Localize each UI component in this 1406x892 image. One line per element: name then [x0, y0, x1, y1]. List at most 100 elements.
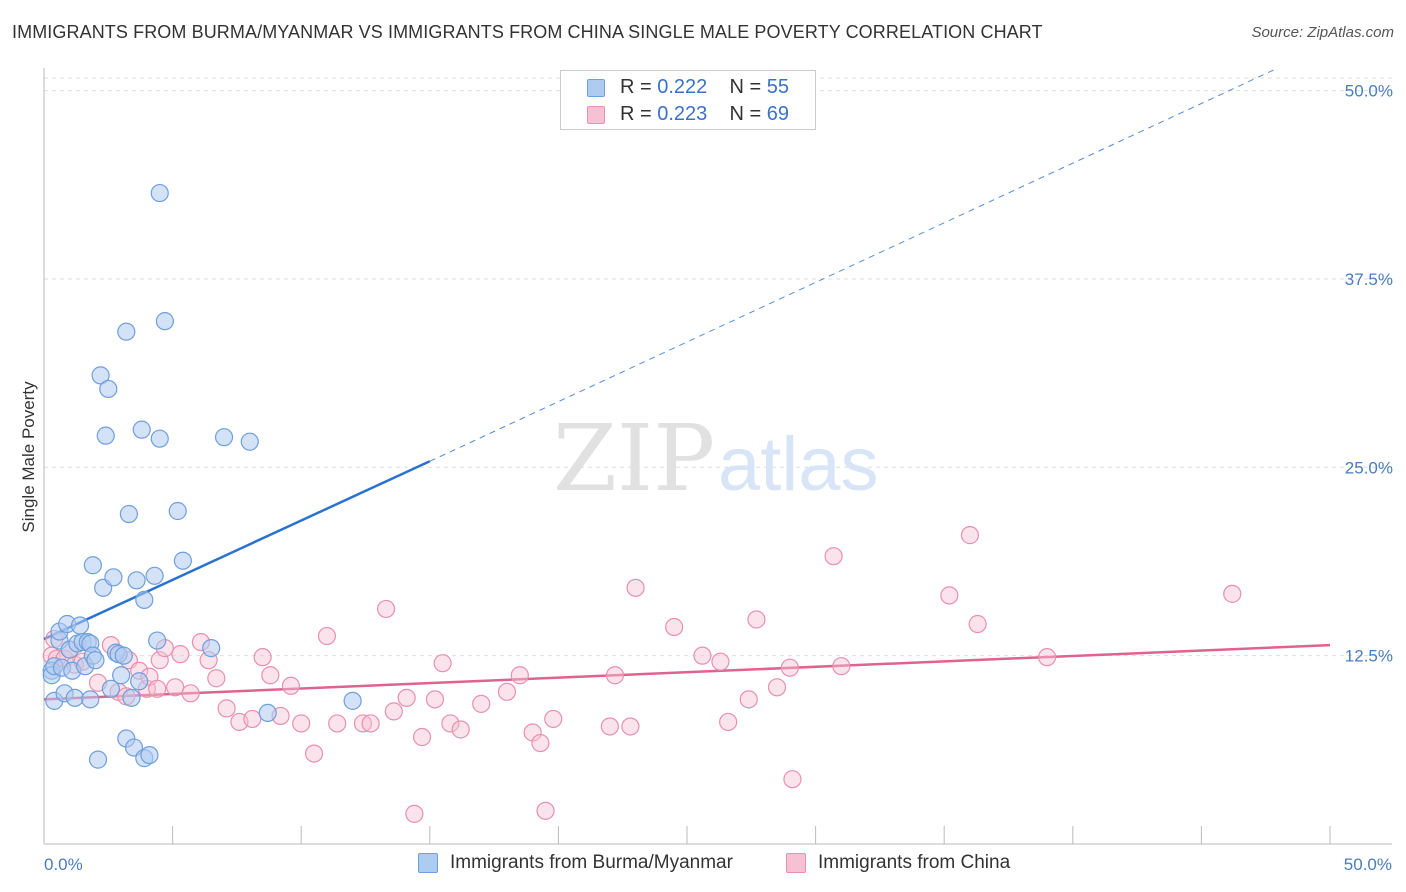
burma-point — [240, 432, 259, 451]
y-tick-labels: 12.5% 25.0% 37.5% 50.0% — [1345, 82, 1393, 666]
burma-points — [42, 183, 362, 769]
china-point — [441, 714, 460, 733]
legend-n-value: 55 — [766, 76, 790, 98]
china-point — [940, 586, 959, 605]
china-point — [621, 717, 640, 736]
china-point — [304, 744, 324, 763]
china-point — [968, 614, 987, 634]
burma-trend-line — [43, 460, 431, 641]
legend-r-value: 0.223 — [657, 103, 708, 125]
china-point — [253, 648, 272, 667]
burma-point — [114, 646, 133, 665]
bottom-legend-label-burma: Immigrants from Burma/Myanmar — [450, 852, 733, 873]
burma-point — [130, 672, 149, 691]
china-point — [1223, 584, 1242, 603]
burma-point — [150, 183, 169, 203]
china-point — [739, 690, 758, 709]
china-point — [425, 690, 445, 709]
china-point — [780, 658, 799, 677]
china-point — [747, 610, 766, 629]
burma-point — [122, 688, 141, 707]
burma-point — [214, 428, 234, 447]
china-point — [317, 626, 337, 646]
x-tick-label-max: 50.0% — [1344, 855, 1392, 874]
legend-swatch-blue — [587, 79, 605, 97]
burma-point — [81, 690, 100, 709]
china-point — [451, 720, 470, 739]
legend-n-label: N = — [729, 76, 762, 98]
burma-point — [173, 551, 192, 570]
bottom-legend-label-china: Immigrants from China — [818, 852, 1011, 873]
legend-r-label: R = — [620, 103, 652, 125]
legend-n-label: N = — [729, 103, 762, 125]
china-point — [353, 714, 373, 733]
china-point — [824, 547, 843, 566]
burma-point — [96, 426, 115, 445]
burma-point — [135, 590, 154, 609]
legend-r-value: 0.222 — [657, 76, 708, 98]
bottom-legend-swatch-pink — [786, 853, 806, 873]
burma-point — [70, 616, 90, 635]
gridlines — [44, 77, 1392, 657]
china-point — [693, 646, 712, 665]
burma-point — [132, 420, 151, 439]
china-point — [472, 694, 491, 713]
y-tick-label: 37.5% — [1345, 270, 1393, 289]
china-point — [536, 801, 555, 820]
burma-point — [155, 312, 174, 331]
burma-point — [91, 366, 110, 385]
burma-point — [104, 568, 123, 587]
trend-lines — [43, 67, 1331, 701]
burma-point — [65, 688, 84, 707]
china-point — [960, 526, 980, 545]
legend-swatch-pink — [587, 106, 605, 124]
burma-point — [168, 501, 187, 521]
china-point — [711, 652, 730, 671]
legend-n-value: 69 — [766, 103, 790, 125]
china-point — [531, 733, 550, 753]
bottom-legend-swatch-blue — [418, 853, 438, 873]
china-point — [832, 657, 851, 676]
china-point — [328, 714, 347, 733]
china-point — [217, 699, 236, 718]
china-point — [1037, 648, 1057, 667]
burma-point — [86, 651, 105, 670]
china-point — [148, 679, 167, 698]
china-point — [544, 709, 563, 729]
china-point — [166, 678, 185, 697]
china-point — [719, 712, 738, 732]
china-point — [397, 688, 416, 707]
china-point — [510, 666, 529, 685]
y-tick-label: 25.0% — [1345, 458, 1393, 477]
china-point — [150, 651, 169, 670]
china-point — [783, 770, 802, 789]
burma-point — [119, 504, 138, 524]
burma-point — [99, 379, 118, 399]
burma-point — [145, 566, 164, 585]
china-point — [243, 709, 262, 729]
burma-point — [150, 429, 169, 448]
china-point — [600, 717, 619, 736]
burma-point — [83, 556, 102, 575]
china-point — [171, 645, 190, 664]
watermark-zip: ZIP — [553, 405, 715, 512]
china-point — [281, 676, 301, 695]
legend-r-label: R = — [620, 76, 652, 98]
china-point — [665, 617, 684, 637]
source-label: Source: ZipAtlas.com — [1251, 24, 1394, 41]
burma-point — [88, 750, 108, 769]
y-tick-label: 50.0% — [1345, 82, 1393, 101]
china-point — [433, 654, 452, 673]
china-point — [412, 727, 432, 747]
china-point — [361, 714, 380, 733]
burma-trend-extension — [429, 67, 1279, 462]
y-axis-label: Single Male Poverty — [19, 381, 38, 533]
x-ticks — [43, 826, 1331, 844]
china-point — [767, 678, 787, 697]
x-tick-label-min: 0.0% — [44, 855, 83, 874]
china-point — [626, 578, 645, 597]
burma-point — [202, 639, 221, 658]
burma-point — [140, 745, 159, 765]
china-point — [405, 804, 424, 823]
